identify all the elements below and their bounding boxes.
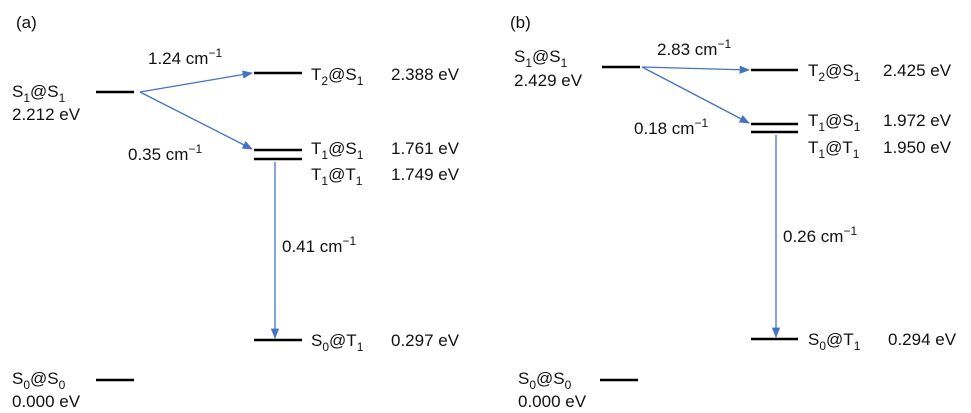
panel-a-label: (a)	[16, 13, 37, 32]
panel-a: (a) S1@S1 2.212 eV T2@S1 2.388 eV T1@S1 …	[12, 13, 460, 411]
energy-t1s1-a: 1.761 eV	[391, 139, 460, 158]
label-s0t1-a: S0@T1	[311, 331, 364, 354]
energy-s0t1-a: 0.297 eV	[391, 331, 460, 350]
arrow-s1-to-t1-a	[139, 91, 253, 150]
energy-s0s0-a: 0.000 eV	[12, 392, 81, 411]
label-s1s1-b: S1@S1	[514, 47, 568, 70]
label-t1t1-a: T1@T1	[311, 165, 363, 188]
energy-s0t1-b: 0.294 eV	[888, 330, 957, 349]
rate-s1-t1-b: 0.18 cm−1	[634, 116, 708, 138]
energy-s1s1-a: 2.212 eV	[12, 105, 81, 124]
label-t2s1-b: T2@S1	[808, 61, 861, 84]
label-s0t1-b: S0@T1	[808, 330, 861, 353]
arrow-s1-to-t2-a	[139, 70, 254, 93]
rate-t1-s0-a: 0.41 cm−1	[282, 234, 356, 256]
panel-b-label: (b)	[510, 13, 531, 32]
energy-t1s1-b: 1.972 eV	[883, 111, 952, 130]
energy-s1s1-b: 2.429 eV	[514, 71, 583, 90]
panel-b: (b) S1@S1 2.429 eV T2@S1 2.425 eV T1@S1 …	[510, 13, 957, 411]
energy-t1t1-b: 1.950 eV	[883, 138, 952, 157]
label-t2s1-a: T2@S1	[311, 65, 364, 88]
energy-s0s0-b: 0.000 eV	[518, 392, 587, 411]
label-t1s1-a: T1@S1	[311, 139, 364, 162]
rate-t1-s0-b: 0.26 cm−1	[783, 224, 857, 246]
energy-t2s1-b: 2.425 eV	[883, 61, 952, 80]
energy-t1t1-a: 1.749 eV	[391, 165, 460, 184]
label-t1s1-b: T1@S1	[808, 111, 861, 134]
label-s1s1-a: S1@S1	[12, 82, 66, 105]
rate-s1-t1-a: 0.35 cm−1	[128, 142, 202, 164]
arrow-s1-to-t2-b	[641, 65, 751, 74]
rate-s1-t2-b: 2.83 cm−1	[657, 37, 731, 59]
label-t1t1-b: T1@T1	[808, 138, 860, 161]
label-s0s0-b: S0@S0	[518, 369, 572, 392]
rate-s1-t2-a: 1.24 cm−1	[148, 46, 222, 68]
label-s0s0-a: S0@S0	[12, 369, 66, 392]
energy-t2s1-a: 2.388 eV	[391, 65, 460, 84]
arrow-s1-to-t1-b	[641, 66, 750, 124]
